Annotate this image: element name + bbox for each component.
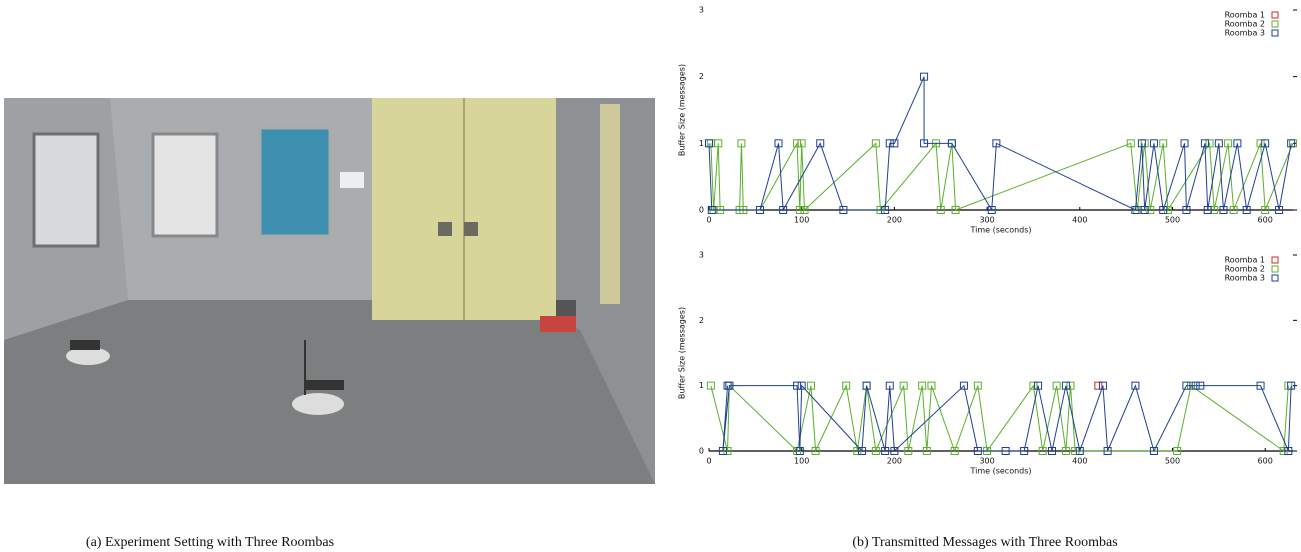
legend-marker bbox=[1272, 275, 1278, 281]
x-tick-label: 0 bbox=[706, 457, 711, 466]
x-tick-label: 500 bbox=[1165, 216, 1180, 225]
legend-label: Roomba 1 bbox=[1225, 11, 1265, 20]
x-axis-label: Time (seconds) bbox=[969, 467, 1031, 476]
legend-label: Roomba 2 bbox=[1225, 20, 1265, 29]
y-tick-label: 2 bbox=[699, 72, 704, 81]
x-tick-label: 100 bbox=[794, 457, 809, 466]
legend-label: Roomba 3 bbox=[1225, 29, 1265, 38]
series-line bbox=[723, 386, 1291, 451]
photo bbox=[4, 98, 655, 484]
y-tick-label: 1 bbox=[699, 381, 704, 390]
x-tick-label: 400 bbox=[1072, 457, 1087, 466]
y-tick-label: 3 bbox=[699, 251, 704, 260]
legend-marker bbox=[1272, 21, 1278, 27]
y-tick-label: 1 bbox=[699, 139, 704, 148]
legend-label: Roomba 1 bbox=[1225, 256, 1265, 265]
caption: (b) Transmitted Messages with Three Room… bbox=[852, 535, 1117, 550]
x-tick-label: 300 bbox=[979, 457, 994, 466]
y-axis-label: Buffer Size (messages) bbox=[678, 64, 687, 156]
legend-marker bbox=[1272, 30, 1278, 36]
legend-marker bbox=[1272, 12, 1278, 18]
legend-label: Roomba 2 bbox=[1225, 265, 1265, 274]
caption: (a) Experiment Setting with Three Roomba… bbox=[86, 535, 334, 550]
y-tick-label: 0 bbox=[699, 447, 704, 456]
figure: (a) Experiment Setting with Three Roomba… bbox=[0, 0, 1301, 552]
x-tick-label: 100 bbox=[794, 216, 809, 225]
x-tick-label: 600 bbox=[1258, 457, 1273, 466]
legend-marker bbox=[1272, 257, 1278, 263]
y-tick-label: 2 bbox=[699, 316, 704, 325]
point-marker bbox=[1095, 382, 1102, 389]
y-axis-label: Buffer Size (messages) bbox=[678, 307, 687, 399]
legend-label: Roomba 3 bbox=[1225, 274, 1265, 283]
x-tick-label: 200 bbox=[887, 457, 902, 466]
x-tick-label: 400 bbox=[1072, 216, 1087, 225]
x-tick-label: 200 bbox=[887, 216, 902, 225]
x-tick-label: 600 bbox=[1258, 216, 1273, 225]
x-axis-label: Time (seconds) bbox=[969, 226, 1031, 235]
x-tick-label: 0 bbox=[706, 216, 711, 225]
y-tick-label: 0 bbox=[699, 206, 704, 215]
y-tick-label: 3 bbox=[699, 6, 704, 15]
legend-marker bbox=[1272, 266, 1278, 272]
x-tick-label: 500 bbox=[1165, 457, 1180, 466]
x-tick-label: 300 bbox=[979, 216, 994, 225]
